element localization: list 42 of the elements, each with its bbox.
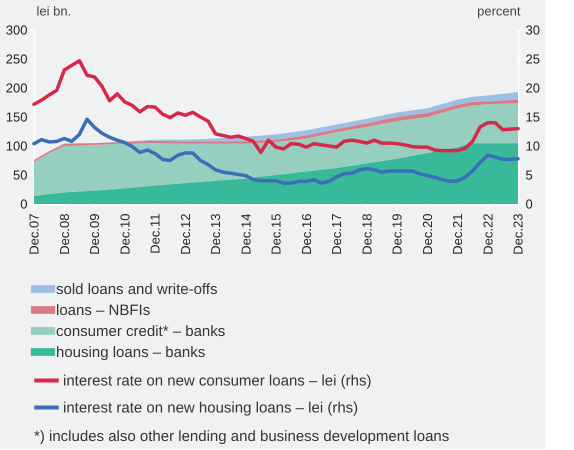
legend-label: loans – NBFIs <box>56 302 150 319</box>
y2-tick-label: 5 <box>526 168 533 182</box>
x-tick-label: Dec.07 <box>26 214 42 255</box>
line-series <box>32 58 520 154</box>
x-tick-label: Dec.23 <box>510 214 526 255</box>
x-tick-label: Dec.18 <box>359 214 374 255</box>
y2-tick-label: 10 <box>526 138 540 154</box>
y2-tick-label: 15 <box>526 110 540 124</box>
x-tick-label: Dec.10 <box>117 214 132 255</box>
x-tick-label: Dec.14 <box>238 214 254 255</box>
y-tick-label: 200 <box>6 80 28 96</box>
legend-label: interest rate on new consumer loans – lei (rhs) <box>63 372 372 390</box>
x-tick-label: Dec.16 <box>298 214 314 255</box>
x-tick-label: Dec.08 <box>56 214 72 255</box>
x-tick-label: Dec.11 <box>148 214 162 254</box>
y-axis-title: lei bn. <box>36 4 72 18</box>
x-tick-label: Dec.19 <box>390 214 404 255</box>
x-tick-label: Dec.22 <box>480 214 496 255</box>
y2-axis-title: percent <box>477 4 521 18</box>
y2-tick-label: 0 <box>526 196 533 212</box>
y2-tick-label: 30 <box>526 22 540 38</box>
x-tick-label: Dec.20 <box>420 214 435 255</box>
y-tick-label: 100 <box>6 138 28 154</box>
legend-label: interest rate on new housing loans – lei (rhs) <box>63 400 358 416</box>
legend-label: sold loans and write-offs <box>56 281 218 298</box>
x-tick-label: Dec.15 <box>268 214 284 255</box>
y-tick-label: 0 <box>20 196 28 212</box>
x-tick-label: Dec.12 <box>178 214 193 255</box>
y2-tick-label: 20 <box>526 80 540 96</box>
legend-label: housing loans – banks <box>56 344 206 361</box>
x-tick-label: Dec.09 <box>87 214 102 255</box>
y-tick-label: 250 <box>6 52 28 66</box>
line-series <box>32 118 520 185</box>
text: *) includes also other lending and business development loans <box>34 428 450 445</box>
y-tick-label: 50 <box>13 168 28 182</box>
x-tick-label: Dec.13 <box>208 214 224 255</box>
y2-tick-label: 25 <box>526 52 540 66</box>
y-tick-label: 300 <box>6 22 28 38</box>
x-tick-label: Dec.17 <box>329 214 344 255</box>
x-tick-label: Dec.21 <box>450 214 466 255</box>
legend-label: consumer credit* – banks <box>56 323 226 340</box>
y-tick-label: 150 <box>6 110 28 124</box>
